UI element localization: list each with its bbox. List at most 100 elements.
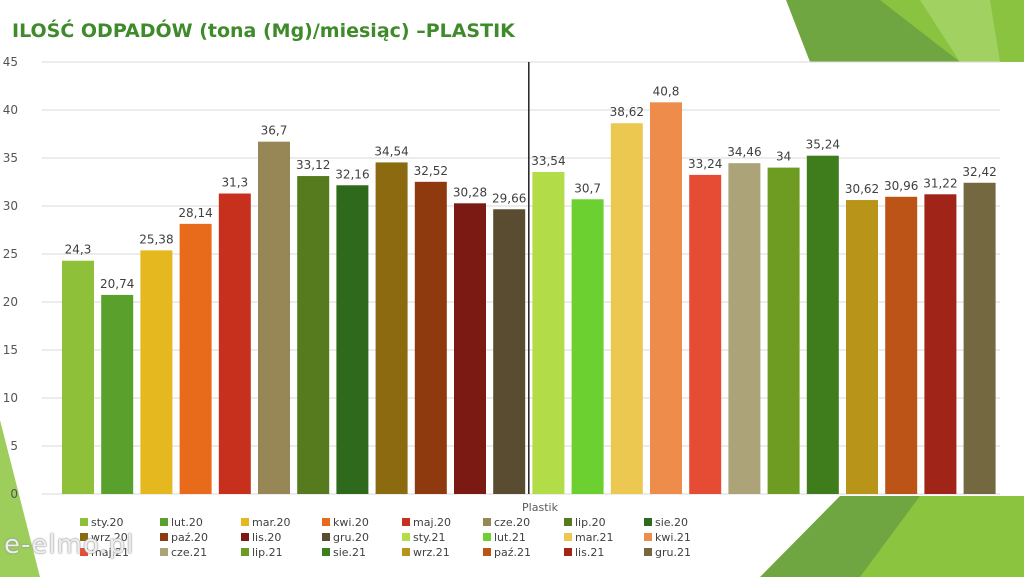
legend-entry: cze.20 <box>494 516 530 529</box>
y-tick-label: 25 <box>3 247 18 261</box>
y-tick-label: 20 <box>3 295 18 309</box>
bar-9 <box>375 162 408 494</box>
y-tick-label: 45 <box>3 55 18 69</box>
data-label: 34,46 <box>727 145 761 159</box>
legend-swatch <box>160 533 168 541</box>
bar-14 <box>571 199 604 494</box>
bar-11 <box>454 203 486 494</box>
bar-5 <box>218 193 251 494</box>
bar-20 <box>806 155 839 495</box>
legend-entry: lut.21 <box>494 531 526 544</box>
bar-24 <box>963 182 996 494</box>
legend-entry: mar.21 <box>575 531 613 544</box>
bar-4 <box>179 223 212 494</box>
legend-swatch <box>241 548 249 556</box>
bar-8 <box>336 185 369 494</box>
legend-swatch <box>322 533 330 541</box>
legend-swatch <box>80 548 88 556</box>
legend-swatch <box>483 518 491 526</box>
data-label: 36,7 <box>261 124 288 138</box>
legend-entry: lip.20 <box>575 516 606 529</box>
bar-1 <box>62 260 94 494</box>
chart-title: ILOŚĆ ODPADÓW (tona (Mg)/miesiąc) –PLAST… <box>12 20 515 42</box>
legend-entry: sty.20 <box>91 516 123 529</box>
data-label: 24,3 <box>65 243 92 257</box>
bar-2 <box>101 294 134 494</box>
legend-entry: sie.20 <box>655 516 688 529</box>
legend-entry: lis.21 <box>575 546 604 559</box>
bar-21 <box>846 200 878 494</box>
y-tick-label: 10 <box>3 391 18 405</box>
legend-swatch <box>322 518 330 526</box>
data-label: 32,42 <box>962 165 996 179</box>
legend-entry: mar.20 <box>252 516 290 529</box>
data-label: 38,62 <box>610 105 644 119</box>
y-tick-label: 35 <box>3 151 18 165</box>
data-label: 28,14 <box>178 206 212 220</box>
data-label: 30,7 <box>574 181 601 195</box>
legend-swatch <box>160 518 168 526</box>
legend-entry: gru.21 <box>655 546 691 559</box>
legend-entry: lis.20 <box>252 531 281 544</box>
data-label: 31,22 <box>923 176 957 190</box>
legend-entry: wrz.20 <box>91 531 128 544</box>
y-tick-label: 30 <box>3 199 18 213</box>
legend-entry: sie.21 <box>333 546 366 559</box>
legend-entry: kwi.21 <box>655 531 691 544</box>
legend-entry: sty.21 <box>413 531 445 544</box>
data-label: 32,16 <box>335 167 369 181</box>
y-tick-label: 0 <box>10 487 18 501</box>
data-label: 25,38 <box>139 232 173 246</box>
legend-swatch <box>644 548 652 556</box>
data-label: 33,54 <box>531 154 565 168</box>
bar-7 <box>297 176 330 494</box>
bar-13 <box>532 172 565 495</box>
legend-entry: gru.20 <box>333 531 369 544</box>
data-label: 34 <box>776 150 791 164</box>
bar-10 <box>414 181 447 495</box>
bar-19 <box>767 167 800 494</box>
bar-18 <box>728 163 761 494</box>
bar-12 <box>493 209 526 494</box>
bar-16 <box>650 102 682 494</box>
data-label: 35,24 <box>806 138 840 152</box>
data-label: 30,96 <box>884 179 918 193</box>
legend-entry: maj.20 <box>413 516 451 529</box>
legend-swatch <box>644 518 652 526</box>
data-label: 34,54 <box>374 144 408 158</box>
legend-swatch <box>564 533 572 541</box>
data-label: 29,66 <box>492 191 526 205</box>
data-label: 30,62 <box>845 182 879 196</box>
legend-entry: lip.21 <box>252 546 283 559</box>
legend-swatch <box>483 533 491 541</box>
y-tick-label: 40 <box>3 103 18 117</box>
data-label: 33,12 <box>296 158 330 172</box>
bar-15 <box>610 123 643 495</box>
legend-swatch <box>80 518 88 526</box>
legend-entry: maj.21 <box>91 546 129 559</box>
bar-17 <box>689 174 722 494</box>
bar-23 <box>924 194 957 494</box>
bar-6 <box>258 141 290 494</box>
data-label: 31,3 <box>221 176 248 190</box>
legend-entry: paź.20 <box>171 531 208 544</box>
bar-3 <box>140 250 173 494</box>
legend-entry: wrz.21 <box>413 546 450 559</box>
legend-swatch <box>402 548 410 556</box>
legend-swatch <box>483 548 491 556</box>
x-axis-label: Plastik <box>522 501 559 514</box>
data-label: 40,8 <box>653 84 680 98</box>
y-tick-label: 5 <box>10 439 18 453</box>
legend-swatch <box>322 548 330 556</box>
data-label: 32,52 <box>414 164 448 178</box>
data-label: 30,28 <box>453 185 487 199</box>
data-label: 33,24 <box>688 157 722 171</box>
legend-entry: cze.21 <box>171 546 207 559</box>
legend-swatch <box>564 548 572 556</box>
legend-swatch <box>160 548 168 556</box>
y-tick-label: 15 <box>3 343 18 357</box>
legend-swatch <box>644 533 652 541</box>
legend-swatch <box>402 533 410 541</box>
legend-swatch <box>241 518 249 526</box>
